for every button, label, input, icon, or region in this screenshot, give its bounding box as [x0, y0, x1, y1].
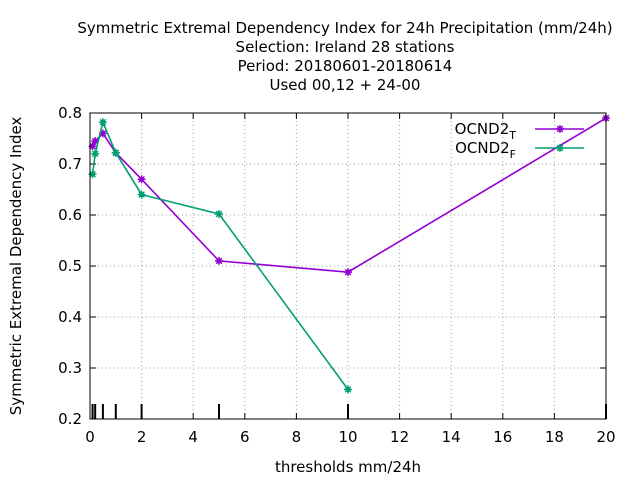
title-line-2: Selection: Ireland 28 stations [236, 38, 455, 56]
x-tick-label: 18 [545, 428, 564, 446]
data-point-marker [215, 209, 223, 218]
x-tick-label: 8 [292, 428, 302, 446]
data-point-marker [88, 170, 97, 179]
data-point-marker [91, 137, 100, 146]
x-tick-label: 14 [442, 428, 461, 446]
x-tick-label: 10 [338, 428, 357, 446]
data-point-marker [137, 175, 146, 184]
legend-label: OCND2F [455, 139, 516, 161]
legend-label: OCND2T [455, 120, 517, 142]
data-point-marker [344, 268, 352, 277]
x-tick-label: 0 [85, 428, 95, 446]
data-point-marker [111, 148, 120, 157]
y-tick-label: 0.5 [58, 257, 82, 275]
data-point-marker [98, 118, 107, 127]
y-tick-label: 0.2 [58, 410, 82, 428]
legend-name: OCND2 [455, 139, 510, 157]
series-lines [88, 114, 610, 394]
grid [90, 113, 606, 419]
plot-frame [89, 112, 607, 420]
threshold-marks [91, 404, 607, 419]
y-tick-label: 0.6 [58, 206, 82, 224]
y-axis-label: Symmetric Extremal Dependency Index [7, 117, 25, 416]
series-line [91, 117, 607, 273]
legend-name: OCND2 [455, 120, 510, 138]
title-line-4: Used 00,12 + 24-00 [270, 76, 421, 94]
y-tick-label: 0.4 [58, 308, 82, 326]
data-point-marker [137, 190, 146, 199]
data-point-marker [88, 142, 97, 151]
data-point-marker [344, 385, 352, 394]
data-point-marker [91, 149, 100, 158]
legend-marker-star [556, 125, 564, 133]
x-tick-label: 16 [493, 428, 512, 446]
title-line-1: Symmetric Extremal Dependency Index for … [77, 19, 612, 37]
legend-subscript: T [508, 129, 516, 142]
series-line [91, 119, 349, 390]
series-t [88, 114, 610, 277]
axis-ticks: 0.2 0.3 0.4 0.5 0.6 0.7 0.8 0 2 4 6 8 10 12 14 16 18 20 [58, 104, 615, 446]
x-axis-label: thresholds mm/24h [275, 458, 421, 476]
x-tick-label: 20 [596, 428, 615, 446]
legend-subscript: F [510, 148, 516, 161]
y-tick-label: 0.3 [58, 359, 82, 377]
y-tick-label: 0.8 [58, 104, 82, 122]
data-point-marker [215, 256, 223, 265]
title-line-3: Period: 20180601-20180614 [238, 57, 453, 75]
chart-title: Symmetric Extremal Dependency Index for … [77, 19, 612, 94]
x-tick-label: 2 [137, 428, 147, 446]
x-tick-label: 12 [390, 428, 409, 446]
series-f [88, 118, 352, 394]
legend-entry: OCND2T [455, 120, 584, 142]
legend-marker-star [556, 144, 564, 152]
x-tick-label: 6 [240, 428, 250, 446]
x-tick-label: 4 [188, 428, 198, 446]
legend-entry: OCND2F [455, 139, 584, 161]
y-tick-label: 0.7 [58, 155, 82, 173]
